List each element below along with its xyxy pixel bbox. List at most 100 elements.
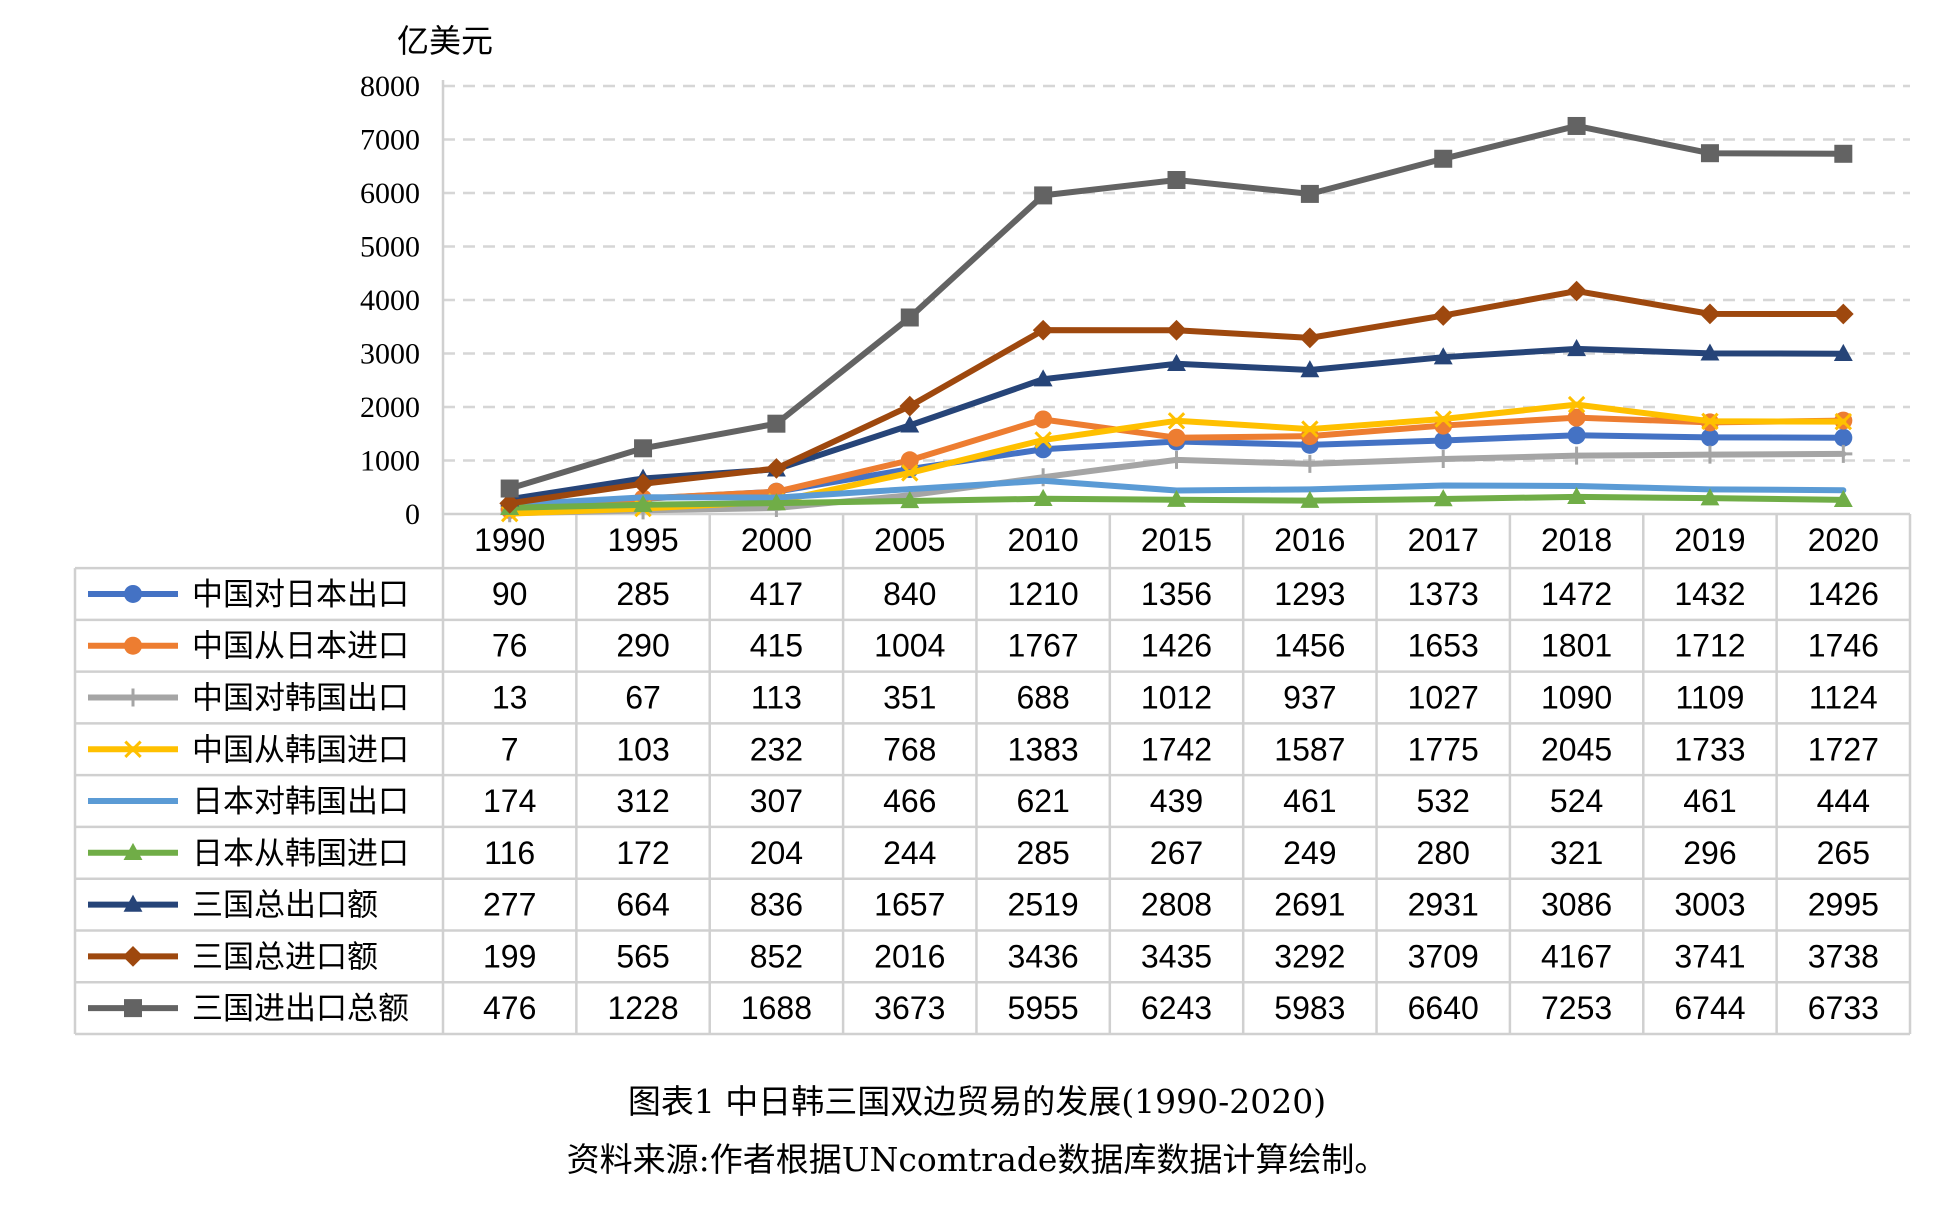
- table-cell: 1587: [1274, 731, 1345, 767]
- table-cell: 2808: [1141, 887, 1212, 923]
- table-cell: 1012: [1141, 679, 1212, 715]
- table-cell: 461: [1683, 783, 1736, 819]
- table-cell: 321: [1550, 835, 1603, 871]
- legend-marker: [124, 999, 142, 1018]
- data-point: [1434, 431, 1453, 450]
- y-tick-label: 1000: [360, 445, 420, 478]
- data-point: [1834, 412, 1853, 431]
- table-cell: 4167: [1541, 938, 1612, 974]
- table-cell: 1688: [741, 990, 812, 1026]
- table-cell: 532: [1417, 783, 1470, 819]
- table-cell: 840: [883, 576, 936, 612]
- x-tick-label: 2020: [1808, 522, 1879, 558]
- data-point: [1567, 408, 1586, 427]
- table-cell: 937: [1283, 679, 1336, 715]
- table-cell: 103: [616, 731, 669, 767]
- table-cell: 90: [492, 576, 528, 612]
- table-cell: 172: [616, 835, 669, 871]
- table-cell: 476: [483, 990, 536, 1026]
- data-point: [1034, 186, 1053, 205]
- x-tick-label: 2010: [1008, 522, 1079, 558]
- table-cell: 6744: [1674, 990, 1745, 1026]
- table-cell: 76: [492, 628, 528, 664]
- data-point: [1567, 486, 1587, 505]
- legend-label: 中国对日本出口: [192, 577, 409, 613]
- data-point: [1167, 412, 1186, 430]
- table-cell: 3436: [1008, 938, 1079, 974]
- data-table: 1990 1995 2000 2005 2010 2015 2016 2017 2018 2019…: [73, 512, 1912, 1036]
- data-point: [1566, 280, 1587, 302]
- legend-marker: [123, 894, 143, 912]
- y-tick-label: 8000: [360, 70, 420, 103]
- legend-marker: [124, 740, 142, 758]
- table-cell: 565: [616, 938, 669, 974]
- data-point: [1567, 338, 1587, 357]
- x-tick-label: 2016: [1274, 522, 1345, 558]
- table-cell: 1383: [1008, 731, 1079, 767]
- x-tick-label: 2015: [1141, 522, 1212, 558]
- legend-label: 三国总出口额: [192, 888, 378, 924]
- table-cell: 249: [1283, 835, 1336, 871]
- legend-marker: [124, 688, 142, 707]
- table-cell: 265: [1817, 835, 1870, 871]
- data-point: [1434, 410, 1452, 428]
- table-cell: 277: [483, 887, 536, 923]
- table-cell: 3673: [874, 990, 945, 1026]
- data-point: [1301, 420, 1319, 438]
- table-cell: 307: [750, 783, 803, 819]
- table-cell: 444: [1817, 783, 1870, 819]
- table-cell: 1727: [1808, 731, 1879, 767]
- table-cell: 3738: [1808, 938, 1879, 974]
- x-tick-label: 1995: [607, 522, 678, 558]
- data-point: [1300, 360, 1320, 378]
- table-cell: 664: [616, 887, 669, 923]
- table-cell: 1775: [1408, 731, 1479, 767]
- table-cell: 232: [750, 731, 803, 767]
- y-tick-label: 6000: [360, 177, 420, 210]
- table-cell: 836: [750, 887, 803, 923]
- table-cell: 267: [1150, 835, 1203, 871]
- data-point: [1433, 489, 1453, 507]
- table-cell: 466: [883, 783, 936, 819]
- x-tick-label: 2000: [741, 522, 812, 558]
- table-cell: 244: [883, 835, 936, 871]
- table-cell: 2995: [1808, 887, 1879, 923]
- data-point: [1567, 426, 1586, 445]
- table-cell: 285: [616, 576, 669, 612]
- data-point: [1167, 489, 1186, 507]
- data-point: [634, 439, 653, 458]
- data-point: [900, 308, 919, 327]
- data-point: [767, 414, 786, 433]
- data-point: [1434, 450, 1453, 469]
- table-cell: 5983: [1274, 990, 1345, 1026]
- data-point: [1832, 303, 1854, 325]
- data-point: [900, 491, 920, 509]
- table-cell: 1356: [1141, 576, 1212, 612]
- y-tick-label: 2000: [360, 391, 420, 424]
- data-point: [499, 493, 521, 514]
- table-cell: 5955: [1008, 990, 1079, 1026]
- table-cell: 3709: [1408, 938, 1479, 974]
- table-cell: 3003: [1674, 887, 1745, 923]
- legend-label: 三国进出口总额: [192, 991, 409, 1027]
- table-cell: 1124: [1809, 679, 1878, 715]
- table-cell: 116: [484, 835, 535, 871]
- x-tick-label: 2005: [874, 522, 945, 558]
- table-cell: 1293: [1274, 576, 1345, 612]
- source-note: 资料来源:作者根据UNcomtrade数据库数据计算绘制。: [566, 1140, 1388, 1179]
- table-cell: 1657: [874, 887, 945, 923]
- x-tick-label: 2018: [1541, 522, 1612, 558]
- table-cell: 1373: [1408, 576, 1479, 612]
- table-cell: 1767: [1008, 628, 1079, 664]
- x-tick-label: 2019: [1674, 522, 1745, 558]
- table-cell: 351: [883, 679, 936, 715]
- data-point: [1700, 428, 1719, 447]
- table-cell: 1801: [1541, 628, 1612, 664]
- y-tick-label: 5000: [360, 231, 420, 264]
- data-point: [901, 464, 919, 482]
- data-point: [1700, 445, 1719, 464]
- data-point: [1700, 343, 1720, 361]
- data-point: [1034, 431, 1052, 449]
- table-cell: 3086: [1541, 887, 1612, 923]
- figure-caption: 图表1 中日韩三国双边贸易的发展(1990-2020): [627, 1082, 1327, 1121]
